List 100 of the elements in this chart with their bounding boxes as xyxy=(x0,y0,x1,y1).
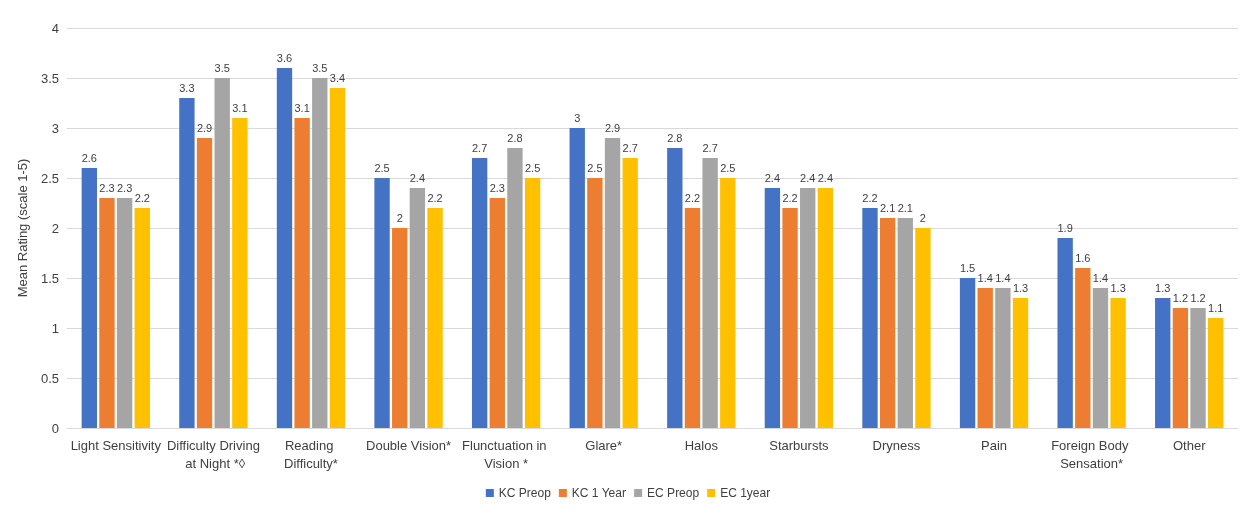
bar xyxy=(179,98,195,428)
bar xyxy=(782,208,798,428)
data-label: 2.9 xyxy=(196,121,213,134)
data-label: 2.9 xyxy=(604,121,621,134)
data-label: 3.5 xyxy=(312,61,328,74)
data-label: 2.3 xyxy=(489,181,505,194)
data-label: 1.4 xyxy=(977,271,993,284)
data-label: 2.4 xyxy=(764,171,781,184)
data-label: 2.7 xyxy=(622,141,638,154)
y-tick-label: 2 xyxy=(51,220,59,236)
bar xyxy=(392,228,408,428)
data-label: 2.5 xyxy=(720,161,736,174)
bar xyxy=(134,208,150,428)
x-tick-label: Reading Difficulty* xyxy=(283,437,338,471)
data-label: 1.3 xyxy=(1012,281,1029,294)
bar xyxy=(427,208,443,428)
bar xyxy=(702,158,718,428)
data-label: 2.2 xyxy=(427,191,443,204)
data-label: 3.4 xyxy=(329,71,346,84)
y-axis-title: Mean Rating (scale 1-5) xyxy=(15,158,30,298)
legend-label: EC 1year xyxy=(720,486,771,500)
bar xyxy=(1172,308,1189,428)
x-tick-label: Starbursts xyxy=(769,437,829,453)
bar xyxy=(276,68,293,428)
bar xyxy=(587,178,603,428)
data-label: 2.2 xyxy=(782,191,798,204)
data-label: 2.4 xyxy=(817,171,833,184)
data-label: 2 xyxy=(396,211,403,224)
data-label: 1.4 xyxy=(1092,271,1109,284)
bar xyxy=(1208,318,1224,428)
data-label: 1.6 xyxy=(1075,251,1091,264)
bar xyxy=(409,188,426,428)
bar xyxy=(667,148,683,428)
bar xyxy=(214,78,230,428)
legend-label: KC 1 Year xyxy=(571,486,626,500)
data-label: 3.6 xyxy=(276,51,293,64)
data-label: 1.3 xyxy=(1155,281,1171,294)
data-label: 2.2 xyxy=(134,191,150,204)
data-label: 2.5 xyxy=(524,161,541,174)
data-label: 2.5 xyxy=(374,161,390,174)
legend-label: KC Preop xyxy=(498,486,552,500)
x-tick-label: Halos xyxy=(684,437,719,453)
x-tick-label: Light Sensitivity xyxy=(70,437,162,453)
y-tick-label: 1.5 xyxy=(40,270,59,286)
bar xyxy=(471,158,488,428)
data-label: 3 xyxy=(574,111,581,124)
x-tick-label: Pain xyxy=(981,437,1008,453)
data-label: 2.4 xyxy=(800,171,816,184)
bar xyxy=(1155,298,1171,428)
x-tick-label: Flunctuation in Vision * xyxy=(462,437,551,471)
data-label: 2.2 xyxy=(684,191,701,204)
y-tick-label: 4 xyxy=(51,20,59,36)
data-label: 3.3 xyxy=(179,81,195,94)
data-label: 1.9 xyxy=(1057,221,1073,234)
x-tick-label: Double Vision* xyxy=(366,437,452,453)
bar xyxy=(294,118,310,428)
data-label: 2.2 xyxy=(862,191,878,204)
legend-label: EC Preop xyxy=(647,486,700,500)
bar xyxy=(897,218,913,428)
data-label: 2.5 xyxy=(587,161,603,174)
data-label: 2.7 xyxy=(472,141,488,154)
data-label: 2.8 xyxy=(507,131,523,144)
bar xyxy=(959,278,976,428)
bar xyxy=(622,158,638,428)
data-label: 1.2 xyxy=(1190,291,1206,304)
y-tick-label: 3 xyxy=(51,120,59,136)
bar xyxy=(604,138,621,428)
data-label: 1.1 xyxy=(1208,301,1224,314)
bar xyxy=(1012,298,1029,428)
data-label: 2.3 xyxy=(99,181,115,194)
y-tick-label: 0 xyxy=(51,420,59,436)
data-label: 2.3 xyxy=(116,181,133,194)
bar xyxy=(569,128,585,428)
data-label: 2.1 xyxy=(897,201,913,214)
bar xyxy=(977,288,993,428)
data-label: 3.5 xyxy=(214,61,230,74)
bar xyxy=(879,218,896,428)
bar xyxy=(329,88,346,428)
data-label: 1.3 xyxy=(1110,281,1126,294)
y-tick-label: 3.5 xyxy=(40,70,59,86)
bar xyxy=(1110,298,1126,428)
bar xyxy=(995,288,1011,428)
bar xyxy=(684,208,701,428)
bar xyxy=(862,208,878,428)
bar xyxy=(1092,288,1109,428)
x-tick-label: Dryness xyxy=(872,437,921,453)
x-tick-label: Foreign Body Sensation* xyxy=(1051,437,1133,471)
data-label: 1.5 xyxy=(959,261,976,274)
bar xyxy=(1190,308,1206,428)
bar xyxy=(196,138,213,428)
data-label: 2.4 xyxy=(409,171,426,184)
bar xyxy=(800,188,816,428)
y-tick-label: 2.5 xyxy=(40,170,59,186)
bar xyxy=(232,118,248,428)
x-tick-label: Other xyxy=(1172,437,1207,453)
bar xyxy=(1075,268,1091,428)
data-label: 2.8 xyxy=(667,131,683,144)
bar xyxy=(817,188,834,428)
x-tick-label: Difficulty Driving at Night *◊ xyxy=(166,437,260,471)
bar xyxy=(524,178,541,428)
